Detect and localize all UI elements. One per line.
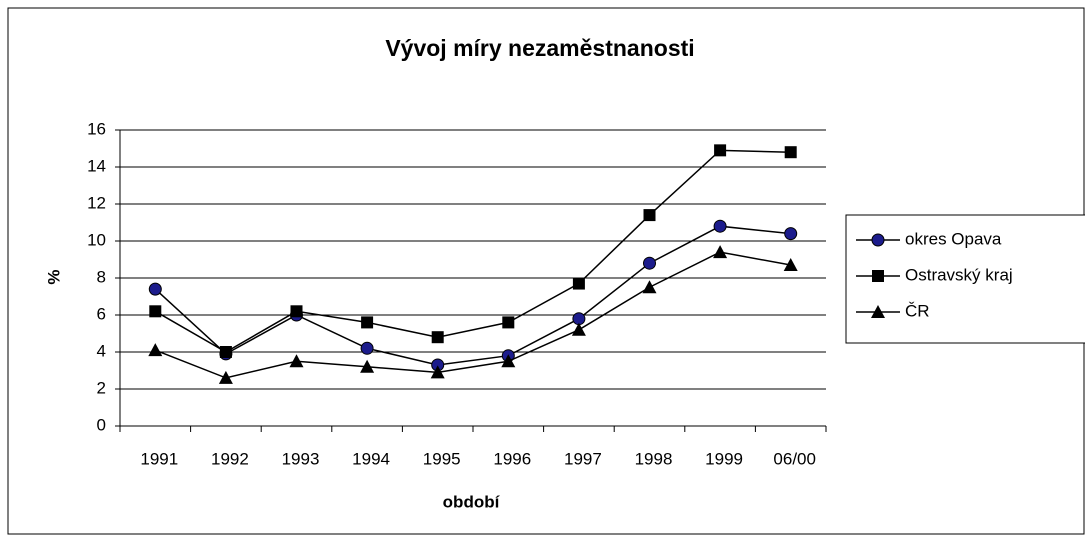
data-point [360, 359, 375, 373]
chart-title: Vývoj míry nezaměstnanosti [385, 35, 694, 61]
data-point [360, 341, 374, 355]
legend-box [845, 214, 1085, 344]
legend-marker [871, 233, 885, 247]
x-tick-label: 1993 [282, 449, 320, 468]
data-point [289, 354, 304, 368]
data-point [642, 280, 657, 294]
data-point [148, 282, 162, 296]
data-point [643, 256, 656, 270]
data-point [430, 365, 445, 379]
data-point [149, 305, 162, 318]
x-tick-label: 1996 [493, 449, 531, 468]
data-point [502, 316, 515, 329]
legend-label: Ostravský kraj [905, 265, 1013, 284]
data-point [431, 331, 444, 344]
x-tick-label: 1994 [352, 449, 390, 468]
data-point [571, 322, 586, 336]
x-tick-label: 1998 [635, 449, 673, 468]
y-tick-label: 12 [87, 193, 106, 212]
data-point [219, 346, 232, 358]
data-point [784, 227, 798, 241]
y-tick-label: 4 [97, 341, 106, 360]
data-point [572, 277, 585, 290]
x-axis-title: období [443, 492, 501, 511]
legend-label: okres Opava [905, 229, 1002, 248]
series-line [154, 225, 791, 366]
data-point [290, 305, 303, 318]
x-tick-label: 1997 [564, 449, 602, 468]
data-point [784, 146, 797, 159]
data-point [501, 354, 516, 368]
series-line [155, 251, 791, 379]
series-line [154, 149, 791, 353]
legend-marker [872, 270, 884, 282]
y-tick-label: 0 [97, 415, 106, 434]
data-point [148, 343, 163, 357]
y-tick-label: 2 [97, 378, 106, 397]
x-tick-label: 06/00 [773, 449, 816, 468]
data-point [361, 316, 374, 329]
y-tick-label: 14 [87, 156, 106, 175]
x-tick-label: 1995 [423, 449, 461, 468]
data-point [713, 245, 728, 259]
data-point [714, 144, 727, 157]
y-tick-label: 8 [97, 267, 106, 286]
legend-marker [871, 305, 885, 318]
x-tick-label: 1999 [705, 449, 743, 468]
y-tick-label: 16 [87, 119, 106, 138]
data-point [643, 209, 656, 222]
x-tick-label: 1991 [140, 449, 178, 468]
data-point [218, 370, 233, 384]
x-tick-label: 1992 [211, 449, 249, 468]
y-axis-title: % [44, 269, 63, 284]
y-tick-label: 6 [97, 304, 106, 323]
data-point [783, 258, 798, 272]
legend-label: ČR [905, 301, 930, 320]
data-point [713, 219, 727, 233]
y-tick-label: 10 [87, 230, 106, 249]
